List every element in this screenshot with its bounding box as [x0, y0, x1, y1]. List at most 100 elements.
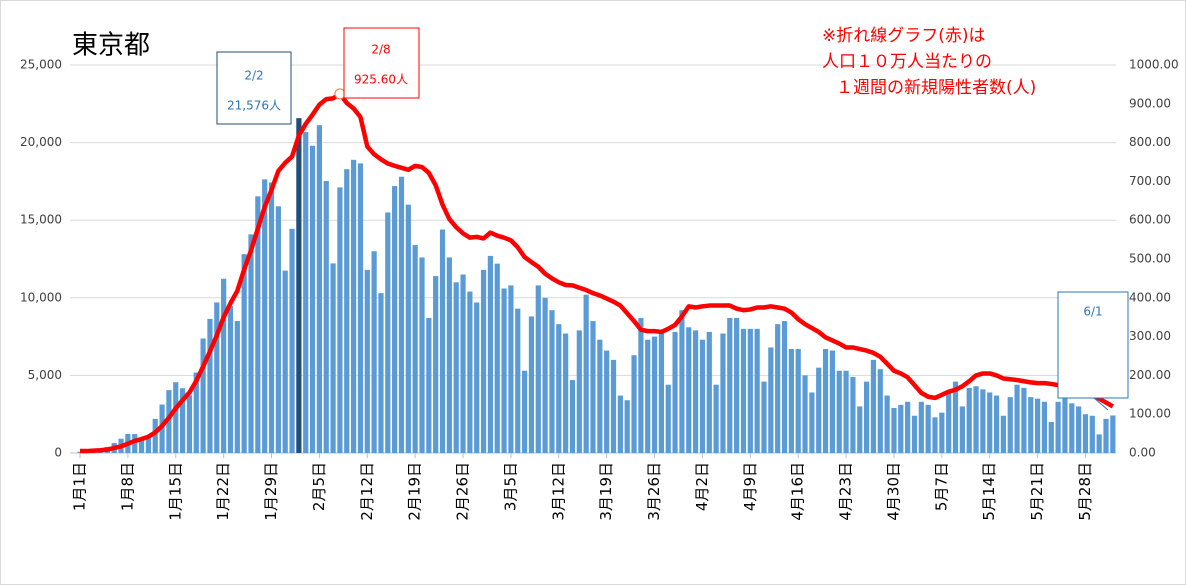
bar	[946, 392, 952, 453]
bar	[180, 388, 186, 453]
bar	[309, 145, 316, 453]
bar	[843, 370, 849, 453]
bar	[446, 257, 452, 453]
bar	[973, 386, 979, 453]
bar	[686, 327, 692, 453]
bar	[877, 369, 883, 453]
bar	[576, 330, 582, 453]
callout-date: 2/2	[244, 69, 263, 83]
bar	[679, 310, 685, 453]
bars	[77, 118, 1116, 454]
bar	[645, 339, 651, 453]
bar	[864, 381, 870, 453]
bar	[1007, 397, 1013, 453]
callout-value: 21,576人	[227, 99, 281, 113]
x-tick-label: 1月29日	[262, 462, 280, 521]
bar	[836, 370, 842, 453]
bar	[706, 331, 712, 453]
bar	[905, 401, 911, 453]
bar	[193, 372, 199, 453]
bar	[857, 406, 863, 453]
bar	[638, 317, 644, 453]
bar	[658, 330, 664, 453]
bar	[693, 330, 699, 453]
bar	[378, 293, 384, 453]
bar	[768, 347, 774, 453]
bar	[727, 317, 733, 453]
bar	[248, 234, 254, 453]
x-tick-label: 4月2日	[693, 462, 711, 511]
bar	[624, 400, 630, 453]
bar	[699, 339, 706, 453]
x-tick-label: 2月26日	[454, 462, 472, 521]
bar	[474, 302, 480, 453]
bar	[344, 169, 350, 453]
bar	[569, 380, 576, 453]
y2-tick-label: 700.00	[1129, 174, 1171, 188]
chart-title: 東京都	[72, 31, 150, 61]
bar	[720, 333, 726, 453]
bar	[740, 328, 747, 453]
bar	[747, 328, 753, 453]
bar	[419, 257, 425, 453]
bar	[337, 187, 343, 453]
bar	[385, 212, 391, 453]
bar	[809, 392, 815, 453]
bar	[268, 182, 275, 454]
bar	[173, 382, 179, 453]
line-marker	[334, 88, 346, 100]
y2-tick-label: 200.00	[1129, 368, 1171, 382]
x-tick-label: 3月19日	[597, 462, 615, 521]
bar	[781, 321, 788, 453]
bar	[1089, 415, 1095, 453]
bar	[1028, 397, 1034, 453]
y2-tick-label: 400.00	[1129, 290, 1171, 304]
bar	[405, 204, 411, 453]
bar	[590, 321, 596, 453]
y2-tick-label: 1000.00	[1129, 58, 1179, 72]
bar	[255, 196, 261, 453]
y2-tick-label: 800.00	[1129, 135, 1171, 149]
bar	[939, 412, 945, 453]
bar	[227, 306, 234, 453]
bar	[850, 376, 856, 453]
bar	[467, 291, 473, 453]
x-tick-label: 4月23日	[837, 462, 855, 521]
callout-box	[216, 51, 292, 125]
bar	[918, 401, 924, 453]
y-tick-label: 20,000	[20, 135, 62, 149]
bar	[1110, 415, 1116, 453]
bar	[392, 186, 398, 453]
bar	[980, 389, 986, 453]
bar	[775, 324, 781, 453]
bar	[891, 407, 897, 453]
bar	[535, 285, 541, 453]
bar	[316, 125, 322, 453]
bar	[453, 282, 459, 453]
bar	[1082, 414, 1089, 453]
bar	[734, 317, 740, 453]
bar	[357, 163, 364, 454]
bar	[1076, 406, 1082, 453]
x-tick-label: 5月28日	[1076, 462, 1094, 521]
y-tick-label: 0	[54, 446, 62, 460]
note: １週間の新規陽性者数(人)	[836, 78, 1036, 98]
bar	[911, 415, 918, 453]
bar	[563, 333, 569, 453]
bar	[932, 417, 938, 453]
bar	[132, 434, 138, 453]
y2-tick-label: 600.00	[1129, 213, 1171, 227]
x-tick-label: 5月21日	[1028, 462, 1046, 521]
y-tick-label: 5,000	[28, 368, 62, 382]
x-tick-label: 3月26日	[645, 462, 663, 521]
bar	[433, 276, 439, 453]
note: 人口１０万人当たりの	[822, 52, 992, 72]
bar	[214, 302, 220, 453]
bar	[275, 206, 281, 453]
bar	[987, 392, 993, 453]
bar	[556, 324, 562, 453]
y2-tick-label: 0.00	[1129, 446, 1156, 460]
bar	[323, 180, 329, 454]
bar	[241, 254, 247, 453]
bar	[925, 404, 931, 453]
